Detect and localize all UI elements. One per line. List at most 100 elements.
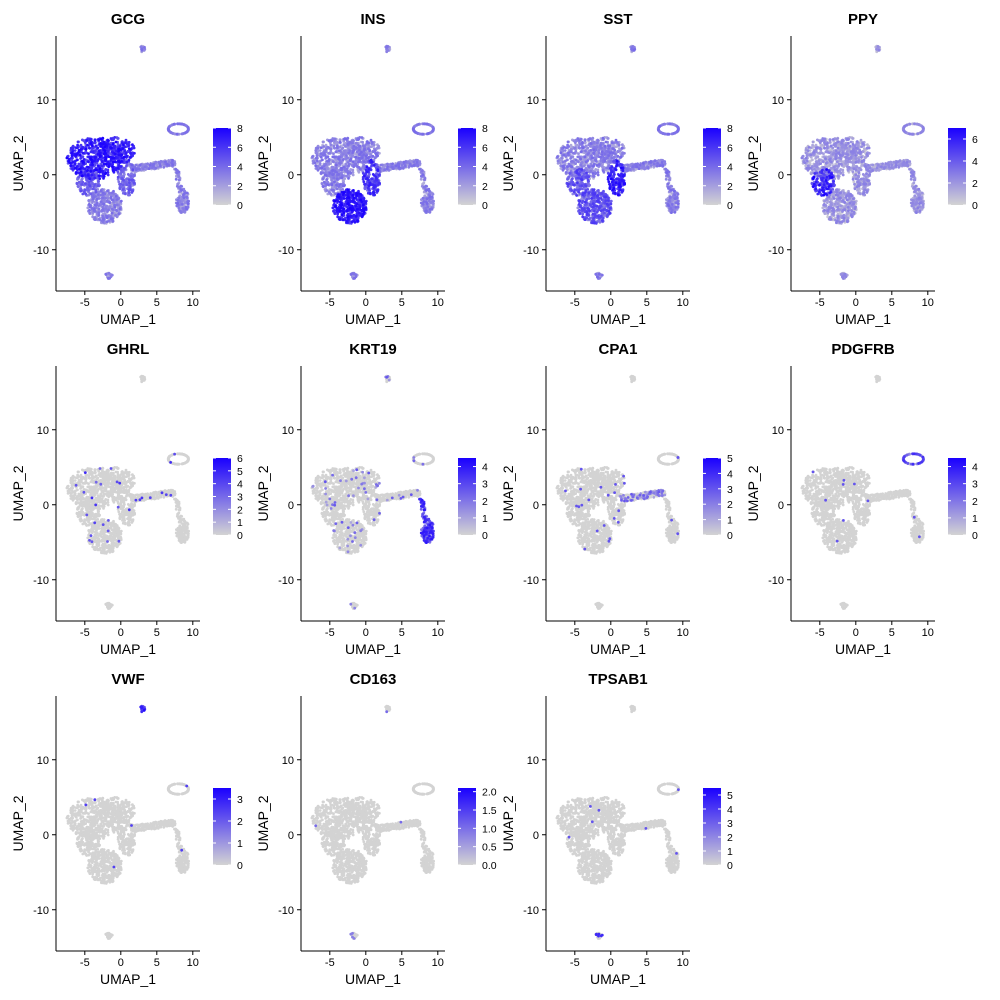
cell-point [102, 152, 106, 156]
cell-point [339, 206, 343, 210]
cell-point [71, 149, 75, 153]
cell-point [182, 196, 186, 200]
cell-point [99, 193, 103, 197]
cell-point [340, 209, 344, 213]
cell-point [378, 181, 381, 185]
cell-point [320, 166, 324, 170]
cell-point [596, 168, 600, 172]
cell-point [363, 187, 367, 191]
cell-point [334, 166, 338, 170]
cell-point [182, 207, 186, 211]
cell-point [351, 171, 355, 174]
y-axis-label: UMAP_2 [10, 135, 26, 191]
cell-point [359, 198, 362, 202]
cell-point [93, 138, 97, 142]
cell-point [89, 163, 92, 167]
cell-point [367, 167, 371, 171]
cell-point [574, 150, 578, 153]
cell-point [599, 159, 603, 163]
cell-point [84, 147, 88, 151]
cell-point [561, 160, 565, 164]
cell-point [372, 174, 376, 177]
cell-point [104, 207, 108, 211]
cell-point [97, 207, 101, 211]
cell-point [415, 161, 419, 164]
colorbar-tick-label: 6 [237, 142, 243, 154]
cell-point [94, 168, 98, 172]
cell-point [175, 132, 179, 136]
cell-point [179, 122, 183, 126]
cell-point [84, 192, 88, 196]
cell-point [350, 220, 354, 224]
cell-point [65, 156, 69, 160]
cell-point [363, 147, 366, 151]
cell-point [343, 168, 347, 172]
colorbar-tick-label: 4 [237, 162, 243, 174]
cell-point [131, 178, 135, 182]
cell-point [90, 161, 94, 164]
cell-point [318, 162, 322, 166]
cell-point [352, 144, 356, 148]
cell-point [327, 139, 331, 143]
cell-point [361, 215, 364, 218]
cell-point [373, 156, 377, 160]
cell-point [182, 192, 186, 196]
colorbar-tick-label: 2 [482, 181, 488, 193]
cell-point [117, 212, 121, 216]
cell-point [362, 160, 366, 164]
cell-point [99, 200, 103, 204]
cell-point [75, 165, 79, 168]
cell-point [115, 203, 119, 207]
cell-point [177, 206, 181, 210]
cell-point [342, 184, 346, 188]
cell-point [354, 146, 358, 150]
cell-point [111, 169, 115, 173]
cell-point [96, 164, 100, 168]
cell-point [345, 154, 348, 158]
cell-point [333, 180, 336, 184]
point-layer [555, 44, 680, 280]
cell-point [112, 200, 115, 204]
cell-point [106, 189, 109, 193]
cell-point [322, 153, 325, 157]
cell-point [71, 167, 74, 171]
cell-point [333, 137, 337, 141]
cell-point [79, 170, 83, 174]
cell-point [336, 215, 340, 219]
cell-point [362, 144, 365, 148]
cell-point [85, 139, 89, 142]
cell-point [177, 196, 181, 200]
cell-point [361, 207, 365, 211]
cell-point [594, 148, 598, 152]
cell-point [666, 122, 669, 126]
cell-point [321, 158, 324, 162]
cell-point [354, 214, 358, 218]
cell-point [316, 149, 320, 153]
cell-point [364, 154, 368, 158]
cell-point [370, 141, 374, 144]
cell-point [335, 146, 339, 150]
point-layer [65, 44, 191, 280]
cell-point [621, 143, 624, 147]
cell-point [74, 166, 77, 170]
cell-point [385, 45, 389, 49]
cell-point [97, 182, 100, 185]
cell-point [345, 220, 349, 223]
cell-point [88, 146, 91, 150]
cell-point [109, 215, 113, 218]
cell-point [333, 146, 336, 150]
cell-point [106, 168, 110, 172]
cell-point [408, 162, 412, 166]
cell-point [371, 183, 374, 187]
cell-point [162, 165, 166, 169]
cell-point [86, 173, 90, 177]
cell-point [375, 172, 378, 175]
cell-point [87, 165, 90, 169]
cell-point [421, 196, 425, 200]
cell-point [416, 164, 420, 168]
cell-point [146, 162, 150, 166]
cell-point [357, 160, 360, 164]
cell-point [122, 143, 125, 147]
cell-point [79, 189, 83, 193]
cell-point [97, 149, 101, 153]
